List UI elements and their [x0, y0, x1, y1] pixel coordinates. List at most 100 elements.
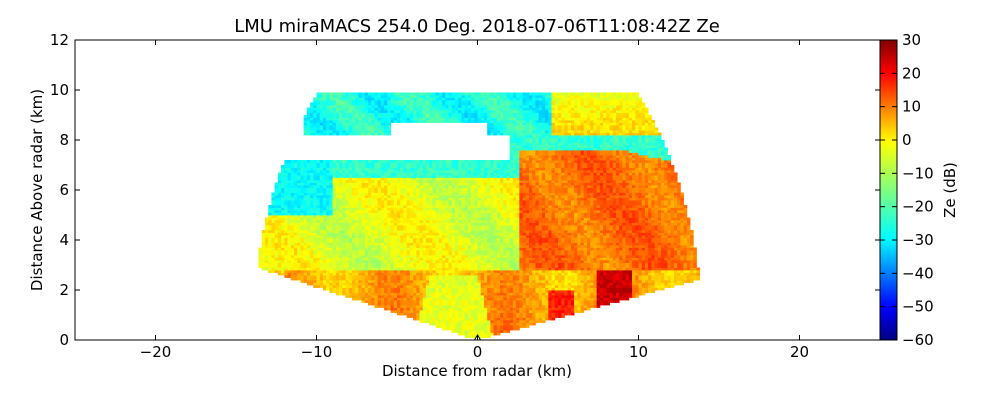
- ze-cell: [397, 220, 401, 223]
- ze-cell: [306, 250, 311, 253]
- ze-cell: [477, 100, 482, 103]
- ze-cell: [409, 112, 414, 116]
- ze-cell: [281, 232, 285, 236]
- ze-cell: [438, 192, 443, 196]
- ze-cell: [458, 320, 462, 323]
- ze-cell: [406, 192, 411, 196]
- ze-cell: [316, 245, 321, 248]
- ze-cell: [374, 252, 379, 256]
- ze-cell: [358, 125, 362, 128]
- ze-cell: [445, 175, 449, 178]
- ze-cell: [458, 277, 462, 281]
- ze-cell: [371, 240, 375, 243]
- ze-cell: [493, 292, 498, 296]
- ze-cell: [425, 277, 430, 281]
- ze-cell: [345, 252, 350, 256]
- ze-cell: [448, 260, 453, 263]
- ze-cell: [461, 320, 466, 323]
- ze-cell: [406, 167, 411, 171]
- ze-cell: [493, 305, 498, 308]
- ze-cell: [442, 327, 446, 331]
- ze-cell: [464, 287, 469, 291]
- ze-cell: [451, 175, 456, 178]
- ze-cell: [438, 232, 443, 236]
- ze-cell: [313, 172, 317, 176]
- ze-cell: [374, 130, 379, 133]
- ze-cell: [371, 267, 375, 271]
- ze-cell: [374, 172, 379, 176]
- ze-cell: [403, 255, 408, 258]
- ze-cell: [358, 117, 362, 121]
- ze-cell: [293, 172, 298, 176]
- ze-cell: [403, 227, 408, 231]
- ze-cell: [448, 287, 453, 291]
- ze-cell: [490, 222, 494, 226]
- ze-cell: [454, 207, 459, 211]
- ze-cell: [297, 237, 301, 241]
- ze-cell: [387, 115, 391, 118]
- ze-cell: [387, 217, 391, 221]
- ze-cell: [384, 105, 388, 108]
- ze-cell: [448, 207, 453, 211]
- ze-cell: [413, 282, 417, 286]
- ze-cell: [448, 250, 453, 253]
- ze-cell: [390, 170, 395, 173]
- ze-cell: [329, 282, 333, 286]
- ze-cell: [490, 242, 494, 246]
- ze-cell: [355, 182, 359, 186]
- ze-cell: [322, 165, 327, 168]
- ze-cell: [406, 185, 411, 188]
- ze-cell: [483, 290, 488, 293]
- ze-cell: [490, 192, 494, 196]
- ze-cell: [277, 177, 282, 181]
- ze-cell: [345, 207, 350, 211]
- ze-cell: [422, 120, 427, 123]
- ze-cell: [425, 250, 430, 253]
- ze-cell: [416, 222, 420, 226]
- ze-cell: [303, 277, 308, 281]
- ze-cell: [390, 222, 395, 226]
- ze-cell: [332, 175, 337, 178]
- ze-cell: [387, 305, 391, 308]
- ze-cell: [442, 115, 446, 118]
- ze-cell: [425, 225, 430, 228]
- ze-cell: [303, 175, 308, 178]
- ze-cell: [464, 295, 469, 298]
- ze-cell: [464, 300, 469, 303]
- ze-cell: [300, 245, 305, 248]
- ze-cell: [438, 197, 443, 201]
- ze-cell: [419, 207, 424, 211]
- ze-cell: [461, 165, 466, 168]
- ze-cell: [445, 267, 449, 271]
- ze-cell: [326, 260, 330, 263]
- ze-cell: [358, 175, 362, 178]
- ze-cell: [474, 315, 478, 318]
- ze-cell: [458, 275, 462, 278]
- ze-cell: [281, 247, 285, 251]
- ze-cell: [403, 235, 408, 238]
- ze-cell: [339, 120, 343, 123]
- ze-cell: [271, 200, 276, 203]
- ze-cell: [339, 245, 343, 248]
- ze-cell: [303, 197, 308, 201]
- ze-cell: [471, 95, 475, 98]
- ze-cell: [339, 100, 343, 103]
- ze-cell: [387, 275, 391, 278]
- ze-cell: [348, 212, 353, 216]
- ze-cell: [342, 285, 346, 288]
- ze-cell: [361, 235, 366, 238]
- ze-cell: [422, 245, 427, 248]
- ze-cell: [293, 160, 298, 163]
- ze-cell: [319, 165, 324, 168]
- ze-cell: [474, 120, 478, 123]
- ze-cell: [332, 217, 337, 221]
- ze-cell: [348, 185, 353, 188]
- ze-cell: [435, 225, 440, 228]
- ze-cell: [393, 310, 398, 313]
- ze-cell: [268, 242, 272, 246]
- ze-cell: [319, 192, 324, 196]
- ze-cell: [403, 300, 408, 303]
- ze-cell: [429, 280, 433, 283]
- chart-title: LMU miraMACS 254.0 Deg. 2018-07-06T11:08…: [234, 16, 720, 37]
- ze-cell: [448, 290, 453, 293]
